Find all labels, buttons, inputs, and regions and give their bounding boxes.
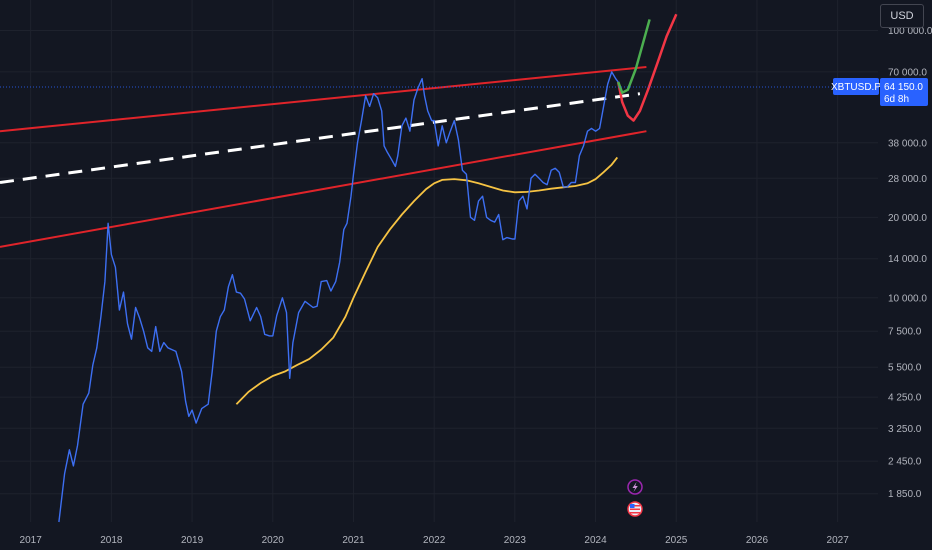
- lightning-event-icon[interactable]: [627, 479, 643, 495]
- symbol-price-tag[interactable]: XBTUSD.P 64 150.0 6d 8h: [831, 78, 928, 106]
- price-line-layer: [58, 71, 619, 523]
- x-tick-label: 2025: [665, 535, 688, 546]
- x-tick-label: 2027: [827, 535, 850, 546]
- bull-projection-line: [617, 19, 651, 94]
- projection-layer: [616, 13, 678, 122]
- x-tick-label: 2018: [100, 535, 123, 546]
- us-flag-event-icon[interactable]: [627, 501, 643, 517]
- currency-label: USD: [890, 10, 914, 22]
- symbol-tag-box: [833, 78, 879, 95]
- y-tick-label: 10 000.0: [888, 293, 927, 304]
- y-tick-label: 4 250.0: [888, 393, 922, 404]
- last-price-box: [880, 78, 928, 106]
- channel-upper-line: [0, 66, 647, 133]
- y-tick-label: 3 250.0: [888, 424, 922, 435]
- y-tick-label: 20 000.0: [888, 213, 927, 224]
- y-tick-label: 70 000.0: [888, 67, 927, 78]
- y-tick-label: 5 500.0: [888, 363, 922, 374]
- y-tick-label: 1 850.0: [888, 489, 922, 500]
- currency-selector[interactable]: USD: [880, 4, 924, 28]
- bear-projection-line: [616, 13, 678, 122]
- channel-mid-line: [0, 92, 641, 184]
- x-tick-label: 2026: [746, 535, 769, 546]
- time-axis[interactable]: 2017 2018 2019 2020 2021 2022 2023 2024 2025 2026…: [20, 535, 850, 546]
- last-price-value: 64 150.0: [884, 82, 923, 93]
- y-tick-label: 28 000.0: [888, 174, 927, 185]
- x-tick-label: 2020: [262, 535, 285, 546]
- y-tick-label: 2 450.0: [888, 457, 922, 468]
- price-series-line: [58, 71, 619, 523]
- x-tick-label: 2024: [584, 535, 607, 546]
- price-axis[interactable]: 100 000.0 70 000.0 38 000.0 28 000.0 20 000.…: [888, 26, 932, 500]
- x-tick-label: 2019: [181, 535, 204, 546]
- x-tick-label: 2023: [504, 535, 527, 546]
- y-tick-label: 14 000.0: [888, 254, 927, 265]
- y-tick-label: 38 000.0: [888, 138, 927, 149]
- y-tick-label: 100 000.0: [888, 26, 932, 37]
- x-tick-label: 2017: [20, 535, 43, 546]
- bar-countdown: 6d 8h: [884, 94, 909, 105]
- x-tick-label: 2021: [342, 535, 365, 546]
- x-tick-label: 2022: [423, 535, 446, 546]
- y-tick-label: 7 500.0: [888, 327, 922, 338]
- symbol-ticker: XBTUSD.P: [831, 82, 881, 93]
